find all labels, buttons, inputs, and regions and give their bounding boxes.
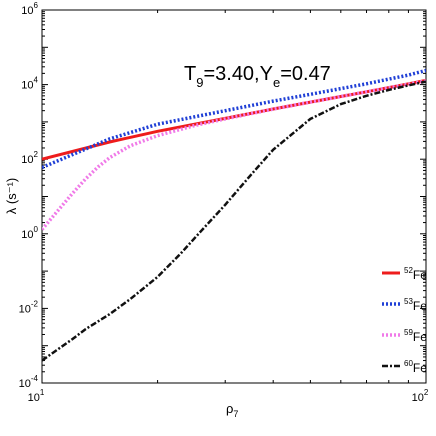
y-tick-label: 10-4 (19, 374, 39, 390)
legend-label-60-fe: 60Fe (404, 359, 427, 375)
y-tick-label: 106 (21, 1, 38, 17)
x-axis-label: ρ7 (226, 401, 238, 419)
series-line-60-fe (42, 80, 426, 362)
axis-ticks (41, 10, 427, 384)
x-tick-label: 102 (412, 388, 429, 404)
tick-labels: 10-4 10-2 100 102 104 106 101 102 (19, 1, 429, 404)
series-layer (42, 68, 426, 362)
chart-annotation: T9=3.40,Ye=0.47 (184, 63, 331, 90)
legend: 52Fe 53Fe 59Fe 60Fe (382, 266, 427, 375)
legend-label-59-fe: 59Fe (404, 328, 427, 344)
legend-label-53-fe: 53Fe (404, 297, 427, 313)
y-tick-label: 104 (21, 76, 38, 92)
series-line-53-fe (42, 68, 426, 170)
x-tick-label: 101 (28, 388, 45, 404)
y-tick-label: 100 (21, 225, 38, 241)
plot-area (41, 9, 427, 384)
y-axis-label: λ (s⁻¹) (4, 178, 19, 214)
y-tick-label: 102 (21, 150, 38, 166)
y-tick-label: 10-2 (19, 299, 39, 315)
legend-label-52-fe: 52Fe (404, 266, 427, 282)
series-line-59-fe (42, 79, 426, 231)
